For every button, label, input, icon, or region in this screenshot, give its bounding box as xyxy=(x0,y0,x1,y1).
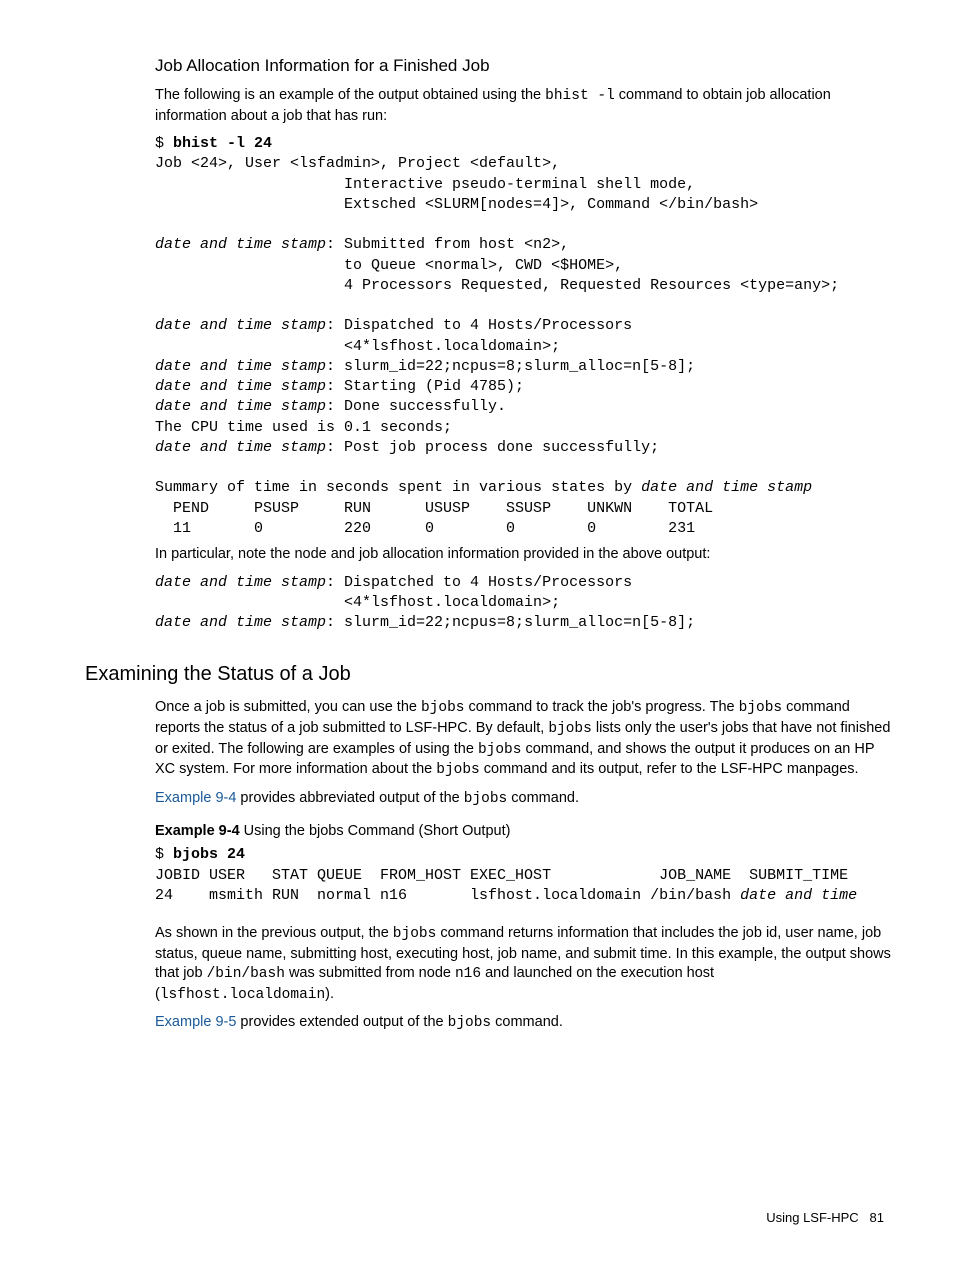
p1-m4: bjobs xyxy=(478,742,522,758)
intro-inline-cmd: bhist -l xyxy=(545,88,615,104)
p3-e: ). xyxy=(325,986,334,1002)
cmd-bhist: bhist -l 24 xyxy=(173,135,272,152)
code-l9: The CPU time used is 0.1 seconds; xyxy=(155,419,452,436)
code2-l3: : slurm_id=22;ncpus=8;slurm_alloc=n[5-8]… xyxy=(326,614,695,631)
code-l2: to Queue <normal>, CWD <$HOME>, xyxy=(155,257,623,274)
code-l1: : Submitted from host <n2>, xyxy=(326,236,569,253)
p1-f: command and its output, refer to the LSF… xyxy=(480,761,859,777)
p1-b: command to track the job's progress. The xyxy=(465,699,739,715)
code-l7: : Starting (Pid 4785); xyxy=(326,378,524,395)
ts: date and time stamp xyxy=(155,317,326,334)
ts: date and time stamp xyxy=(155,398,326,415)
p1-a: Once a job is submitted, you can use the xyxy=(155,699,421,715)
code-l5: <4*lsfhost.localdomain>; xyxy=(155,338,560,355)
ts: date and time stamp xyxy=(155,236,326,253)
summary-table: PEND PSUSP RUN USUSP SSUSP UNKWN TOTAL 1… xyxy=(155,500,713,537)
code-block-bjobs: $ bjobs 24 JOBID USER STAT QUEUE FROM_HO… xyxy=(155,845,894,906)
code-block-dispatch: date and time stamp: Dispatched to 4 Hos… xyxy=(155,573,894,634)
ts: date and time stamp xyxy=(641,479,812,496)
p3-m1: bjobs xyxy=(393,926,437,942)
ts: date and time stamp xyxy=(155,574,326,591)
example-9-4-label: Example 9-4 Using the bjobs Command (Sho… xyxy=(155,823,894,839)
cmd-bjobs: bjobs 24 xyxy=(173,846,245,863)
code-block-bhist: $ bhist -l 24 Job <24>, User <lsfadmin>,… xyxy=(155,134,894,539)
ts: date and time stamp xyxy=(155,358,326,375)
example-label-rest: Using the bjobs Command (Short Output) xyxy=(240,823,511,839)
ts: date and time stamp xyxy=(155,378,326,395)
code2-l2: <4*lsfhost.localdomain>; xyxy=(155,594,560,611)
p4-a: provides extended output of the xyxy=(236,1014,447,1030)
p3-m3: n16 xyxy=(455,966,481,982)
p1-m3: bjobs xyxy=(548,721,592,737)
bjobs-row-a: 24 msmith RUN normal n16 lsfhost.localdo… xyxy=(155,887,740,904)
prompt: $ xyxy=(155,846,173,863)
code-body-a: Job <24>, User <lsfadmin>, Project <defa… xyxy=(155,155,758,213)
prompt: $ xyxy=(155,135,173,152)
intro-paragraph: The following is an example of the outpu… xyxy=(155,86,894,126)
bjobs-row-b: date and time xyxy=(740,887,857,904)
summary-a: Summary of time in seconds spent in vari… xyxy=(155,479,641,496)
p2-a: provides abbreviated output of the xyxy=(236,790,463,806)
p1-m1: bjobs xyxy=(421,700,465,716)
bjobs-header: JOBID USER STAT QUEUE FROM_HOST EXEC_HOS… xyxy=(155,867,848,884)
section-title-examining: Examining the Status of a Job xyxy=(85,663,894,686)
p4-b: command. xyxy=(491,1014,563,1030)
p1-m2: bjobs xyxy=(739,700,783,716)
p3-a: As shown in the previous output, the xyxy=(155,925,393,941)
code2-l1: : Dispatched to 4 Hosts/Processors xyxy=(326,574,632,591)
intro-text-a: The following is an example of the outpu… xyxy=(155,87,545,103)
examining-p4: Example 9-5 provides extended output of … xyxy=(155,1013,894,1034)
p2-b: command. xyxy=(507,790,579,806)
mid-paragraph: In particular, note the node and job all… xyxy=(155,545,894,565)
examining-p3: As shown in the previous output, the bjo… xyxy=(155,924,894,1005)
p3-m2: /bin/bash xyxy=(207,966,285,982)
p1-m5: bjobs xyxy=(436,762,480,778)
example-label-bold: Example 9-4 xyxy=(155,823,240,839)
ts: date and time stamp xyxy=(155,614,326,631)
examining-p2: Example 9-4 provides abbreviated output … xyxy=(155,789,894,810)
footer-label: Using LSF-HPC xyxy=(766,1210,858,1225)
code-l6: : slurm_id=22;ncpus=8;slurm_alloc=n[5-8]… xyxy=(326,358,695,375)
p3-c: was submitted from node xyxy=(285,965,455,981)
code-l3: 4 Processors Requested, Requested Resour… xyxy=(155,277,839,294)
document-page: Job Allocation Information for a Finishe… xyxy=(0,0,954,1271)
code-l8: : Done successfully. xyxy=(326,398,506,415)
code-l4: : Dispatched to 4 Hosts/Processors xyxy=(326,317,632,334)
p3-m4: lsfhost.localdomain xyxy=(160,987,325,1003)
example-9-5-link[interactable]: Example 9-5 xyxy=(155,1014,236,1030)
footer-page: 81 xyxy=(870,1210,884,1225)
code-l10: : Post job process done successfully; xyxy=(326,439,659,456)
p4-m: bjobs xyxy=(448,1015,492,1031)
page-footer: Using LSF-HPC 81 xyxy=(766,1210,884,1225)
examining-p1: Once a job is submitted, you can use the… xyxy=(155,698,894,780)
example-9-4-link[interactable]: Example 9-4 xyxy=(155,790,236,806)
section-title-job-alloc: Job Allocation Information for a Finishe… xyxy=(155,56,894,76)
p2-m: bjobs xyxy=(464,791,508,807)
ts: date and time stamp xyxy=(155,439,326,456)
